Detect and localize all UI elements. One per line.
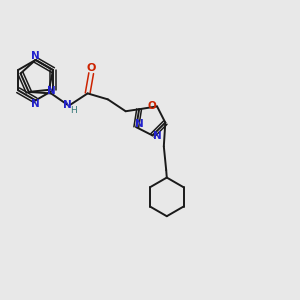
Text: N: N (63, 100, 72, 110)
Text: O: O (86, 63, 96, 73)
Text: N: N (47, 86, 56, 96)
Text: H: H (70, 106, 77, 115)
Text: N: N (31, 51, 40, 61)
Text: N: N (135, 118, 144, 129)
Text: N: N (31, 99, 40, 109)
Text: N: N (153, 131, 162, 141)
Text: O: O (147, 101, 156, 111)
